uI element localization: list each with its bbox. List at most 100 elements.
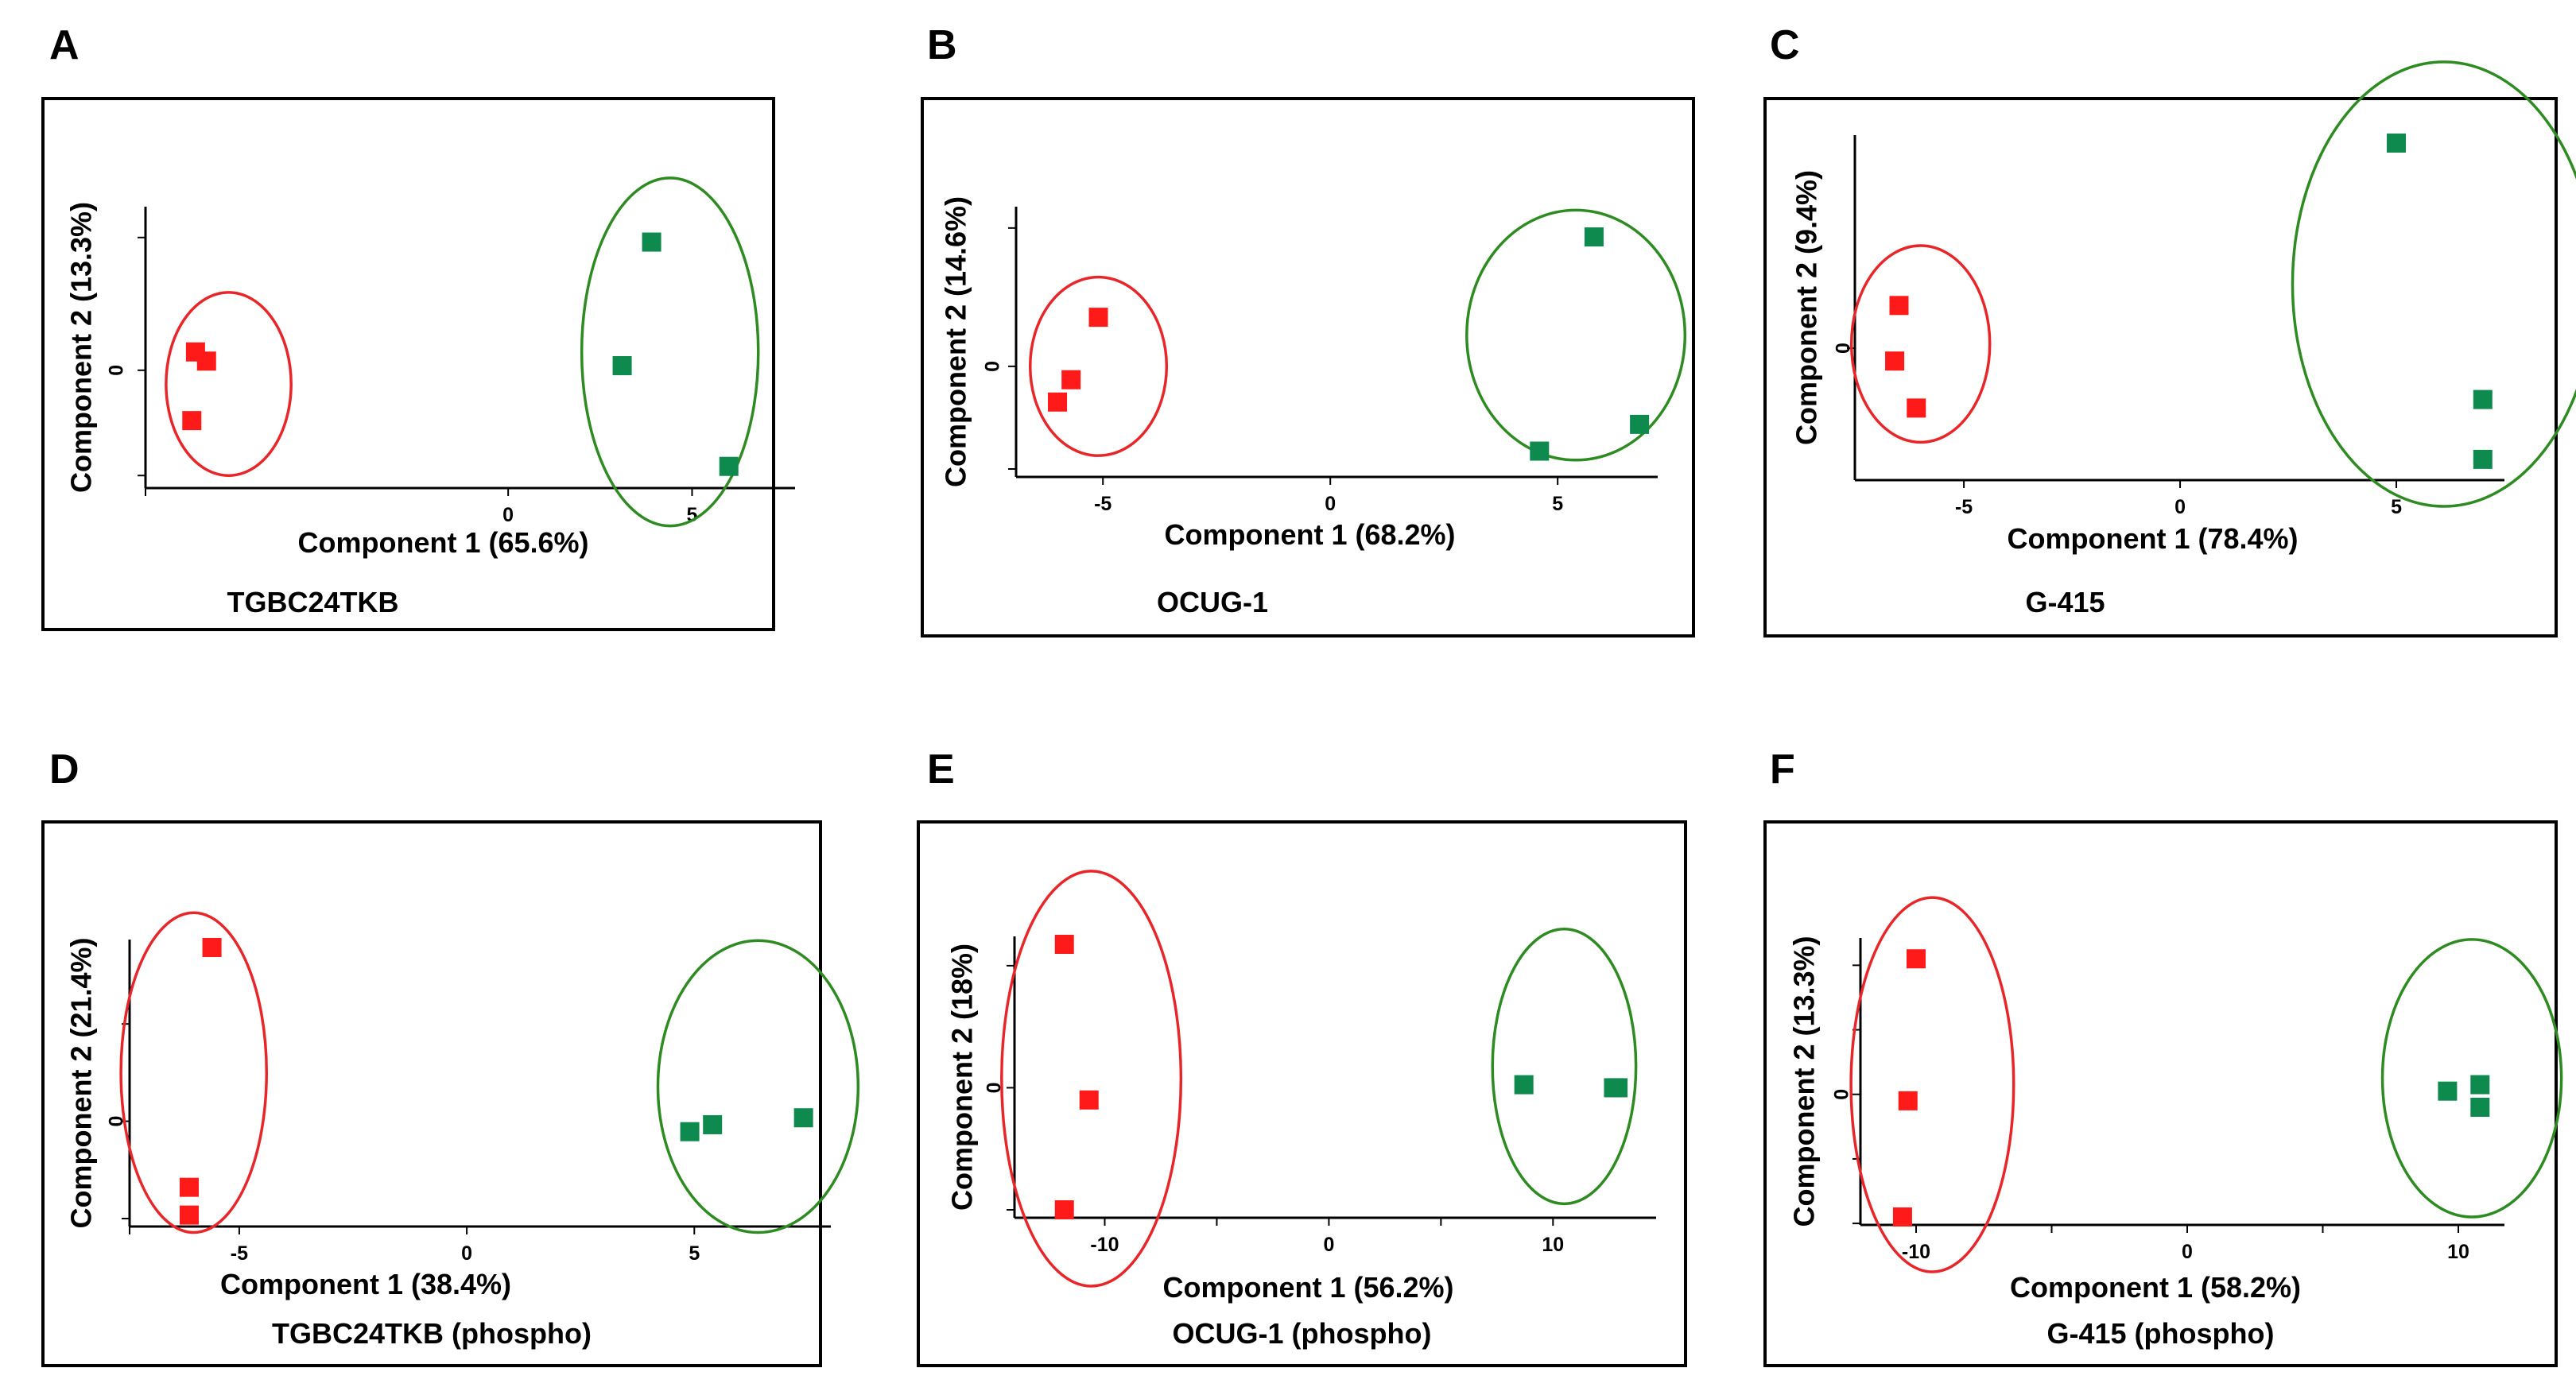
x-tick-label: 10: [2447, 1241, 2469, 1263]
x-tick-label: 5: [1552, 493, 1563, 515]
group2-point: [2470, 1097, 2490, 1117]
group1-ellipse: [119, 911, 269, 1234]
group2-point: [1630, 414, 1650, 434]
y-axis-title: Component 2 (21.4%): [65, 937, 98, 1228]
group1-ellipse: [1028, 275, 1169, 457]
y-tick-label: 0: [982, 361, 1004, 372]
group2-point: [2387, 134, 2407, 153]
group1-point: [202, 938, 222, 957]
x-tick-label: 0: [461, 1242, 472, 1265]
x-tick-label: 0: [1323, 1234, 1334, 1256]
group2-point: [680, 1122, 700, 1141]
y-axis-title: Component 2 (14.6%): [940, 196, 972, 487]
cell-line-label: G-415: [2025, 586, 2105, 618]
x-tick-label: 5: [689, 1242, 700, 1265]
y-axis-title: Component 2 (18%): [946, 944, 979, 1211]
group1-point: [1907, 398, 1926, 418]
x-axis-title: Component 1 (38.4%): [220, 1268, 511, 1300]
x-tick-label: -5: [1094, 493, 1111, 515]
panel-frame: [921, 97, 1695, 637]
group2-point: [703, 1114, 723, 1134]
x-axis-title: Component 1 (65.6%): [297, 526, 588, 559]
panel-e: E -10 0 10 0 Component 1 (56.2%) Component 2 (…: [917, 746, 1687, 1367]
panel-frame: [917, 820, 1687, 1367]
x-axis-title: Component 1 (56.2%): [1162, 1271, 1453, 1304]
panel-frame: [41, 820, 822, 1367]
group2-point: [2470, 1075, 2490, 1095]
group1-point: [1898, 1091, 1918, 1110]
x-tick-label: 0: [2182, 1241, 2193, 1263]
cell-line-label: TGBC24TKB: [227, 586, 398, 618]
panel-f: F -10 0 10 0 Component 1 (58.2%) Component 2 (…: [1763, 746, 2563, 1367]
y-tick-label: 0: [983, 1082, 1006, 1093]
y-axis-title: Component 2 (9.4%): [1790, 170, 1823, 445]
group1-point: [1054, 1200, 1074, 1219]
x-tick-label: -10: [1902, 1241, 1930, 1263]
group1-point: [1906, 949, 1926, 969]
group1-point: [1079, 1090, 1099, 1110]
cell-line-label: OCUG-1: [1157, 586, 1268, 618]
group2-ellipse: [580, 176, 760, 528]
panel-frame: [1763, 820, 2558, 1367]
y-axis-title: Component 2 (13.3%): [1788, 936, 1821, 1227]
group1-point: [196, 351, 216, 371]
panel-letter: B: [927, 22, 957, 68]
panel-letter: C: [1770, 22, 1800, 68]
x-tick-label: -10: [1090, 1234, 1119, 1256]
cell-line-label: OCUG-1 (phospho): [1173, 1317, 1432, 1350]
x-tick-label: -5: [231, 1242, 248, 1265]
cell-line-label: TGBC24TKB (phospho): [272, 1317, 592, 1350]
group1-point: [1889, 296, 1909, 316]
group1-point: [179, 1177, 199, 1197]
y-tick-label: 0: [1833, 343, 1855, 354]
x-tick-label: 5: [2391, 496, 2402, 518]
group1-ellipse: [1000, 870, 1183, 1288]
group2-point: [2473, 389, 2493, 409]
y-axis-title: Component 2 (13.3%): [65, 202, 98, 493]
x-tick-label: -5: [1955, 496, 1973, 518]
group2-point: [2438, 1081, 2458, 1101]
group1-ellipse: [1849, 244, 1992, 444]
group1-point: [1061, 370, 1081, 389]
x-tick-label: 0: [502, 504, 514, 526]
panel-frame: [1763, 97, 2558, 637]
y-tick-label: 0: [1831, 1089, 1853, 1100]
group2-ellipse: [2380, 938, 2563, 1219]
group2-ellipse: [1491, 928, 1638, 1206]
group1-point: [1885, 351, 1905, 371]
group1-point: [179, 1205, 199, 1225]
group1-point: [1054, 935, 1074, 954]
group1-ellipse: [165, 291, 293, 477]
group2-ellipse: [656, 939, 860, 1234]
group2-point: [642, 232, 661, 252]
group1-ellipse: [1849, 896, 2015, 1273]
x-axis-title: Component 1 (58.2%): [2010, 1271, 2301, 1304]
group1-point: [1088, 308, 1108, 327]
y-tick-label: 0: [106, 1116, 128, 1127]
group2-point: [1530, 441, 1550, 461]
group1-point: [182, 411, 202, 431]
group2-point: [1514, 1075, 1534, 1095]
x-axis-title: Component 1 (78.4%): [2007, 522, 2298, 555]
group1-point: [1048, 392, 1068, 412]
group2-point: [612, 356, 632, 376]
group2-ellipse: [2291, 60, 2576, 508]
group2-point: [719, 456, 739, 476]
group2-point: [1584, 227, 1604, 247]
panel-c: C -5 0 5 0 Component 1 (78.4%) Component 2 (9.…: [1763, 22, 2576, 637]
panel-b: B -5 0 5 0 Component 1 (68.2%) Component 2 (14…: [921, 22, 1695, 637]
group2-point: [1608, 1078, 1628, 1098]
cell-line-label: G-415 (phospho): [2047, 1317, 2275, 1350]
panel-d: D -5 0 5 0 Component 1 (38.4%) Component 2 (21…: [41, 746, 860, 1367]
x-tick-label: 10: [1542, 1234, 1564, 1256]
group1-point: [1892, 1207, 1912, 1227]
group2-point: [2473, 449, 2493, 469]
y-tick-label: 0: [106, 365, 128, 376]
panel-letter: D: [49, 746, 80, 793]
x-tick-label: 0: [1325, 493, 1336, 515]
panel-letter: E: [927, 746, 955, 793]
x-axis-title: Component 1 (68.2%): [1164, 518, 1455, 551]
group2-point: [793, 1108, 813, 1128]
